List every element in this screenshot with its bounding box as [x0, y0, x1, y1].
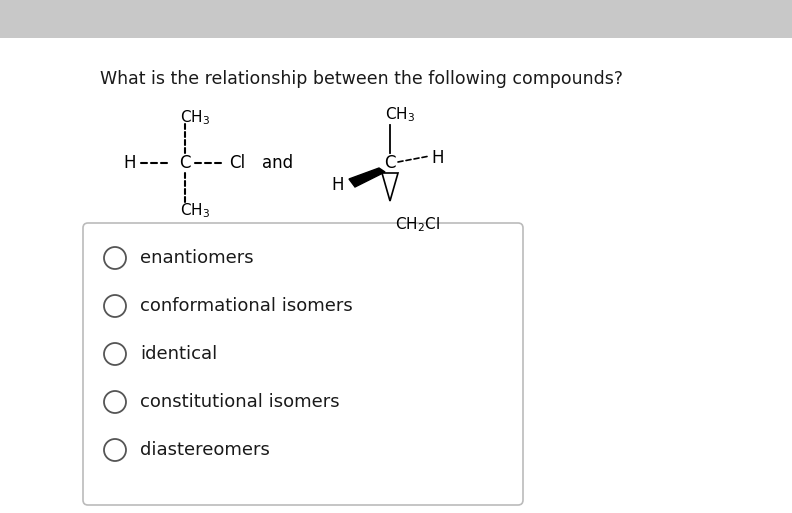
Polygon shape: [349, 168, 385, 187]
Text: enantiomers: enantiomers: [140, 249, 253, 267]
Circle shape: [104, 247, 126, 269]
Text: H: H: [432, 149, 444, 167]
Text: H: H: [124, 154, 136, 172]
Text: constitutional isomers: constitutional isomers: [140, 393, 340, 411]
FancyBboxPatch shape: [0, 38, 792, 513]
Circle shape: [104, 343, 126, 365]
Text: C: C: [384, 154, 396, 172]
Text: CH$_3$: CH$_3$: [180, 109, 210, 127]
Circle shape: [104, 295, 126, 317]
Text: CH$_2$Cl: CH$_2$Cl: [395, 215, 440, 234]
Text: CH$_3$: CH$_3$: [180, 202, 210, 221]
FancyBboxPatch shape: [83, 223, 523, 505]
Text: identical: identical: [140, 345, 217, 363]
Polygon shape: [382, 173, 398, 201]
FancyBboxPatch shape: [0, 0, 792, 38]
Text: What is the relationship between the following compounds?: What is the relationship between the fol…: [100, 70, 623, 88]
Text: CH$_3$: CH$_3$: [385, 106, 415, 124]
Text: conformational isomers: conformational isomers: [140, 297, 352, 315]
Text: Cl: Cl: [229, 154, 245, 172]
Text: C: C: [179, 154, 191, 172]
Text: diastereomers: diastereomers: [140, 441, 270, 459]
Circle shape: [104, 391, 126, 413]
Circle shape: [104, 439, 126, 461]
Text: and: and: [262, 154, 294, 172]
Text: H: H: [332, 176, 345, 194]
